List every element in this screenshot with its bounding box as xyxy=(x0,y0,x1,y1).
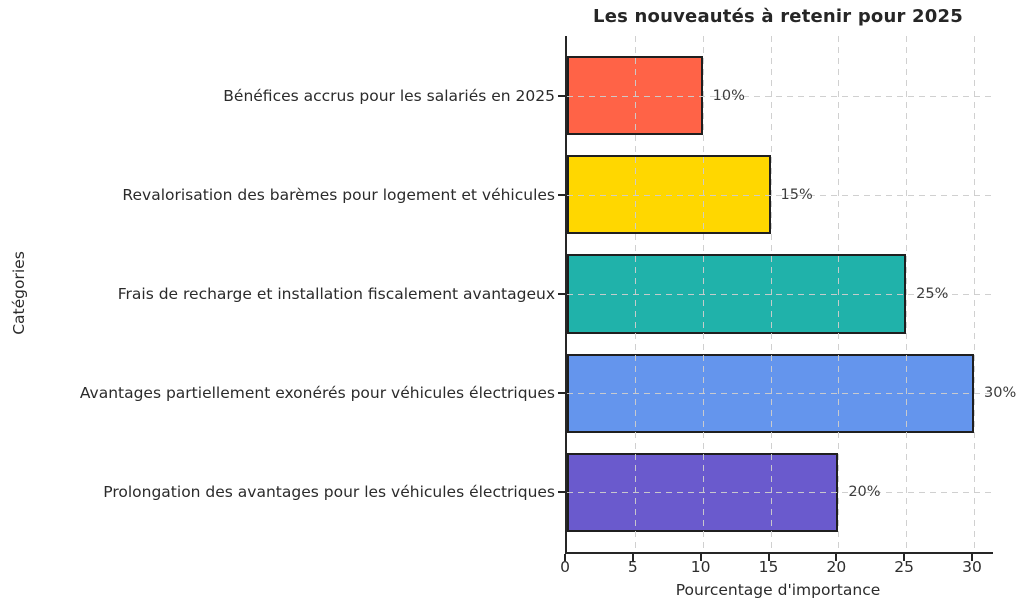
y-tick-mark xyxy=(558,392,565,395)
x-tick-label: 30 xyxy=(962,558,982,576)
bar xyxy=(567,155,771,235)
category-label: Revalorisation des barèmes pour logement… xyxy=(122,185,555,204)
x-tick-mark xyxy=(903,554,906,561)
x-tick-label: 5 xyxy=(627,558,638,576)
bar-value-label: 25% xyxy=(916,286,949,302)
x-tick-mark xyxy=(564,554,566,561)
category-label: Bénéfices accrus pour les salariés en 20… xyxy=(223,86,555,105)
plot-area: 10% 15% 25% 30% 20% xyxy=(565,36,1016,554)
bar-value-label: 20% xyxy=(848,484,881,501)
category-label: Frais de recharge et installation fiscal… xyxy=(117,285,555,303)
y-tick-mark xyxy=(558,293,565,295)
bar xyxy=(567,353,974,433)
category-label: Avantages partiellement exonérés pour vé… xyxy=(79,384,555,403)
x-tick-mark xyxy=(767,554,770,561)
x-tick-label: 25 xyxy=(894,558,915,576)
x-tick-label: 20 xyxy=(826,558,847,576)
bar xyxy=(567,452,839,533)
x-tick-label: 15 xyxy=(758,558,779,576)
y-tick-mark xyxy=(558,491,565,494)
x-tick-label: 0 xyxy=(560,558,570,576)
category-label: Prolongation des avantages pour les véhi… xyxy=(103,483,555,502)
x-tick-mark xyxy=(835,554,838,561)
x-tick-label: 10 xyxy=(690,558,711,576)
y-tick-mark xyxy=(558,193,565,196)
gridline-vertical xyxy=(906,36,908,552)
x-tick-mark xyxy=(631,554,634,561)
bar-value-label: 30% xyxy=(984,385,1017,402)
chart-title: Les nouveautés à retenir pour 2025 xyxy=(593,6,963,27)
y-tick-mark xyxy=(558,94,565,97)
gridline-vertical xyxy=(974,36,975,552)
x-tick-mark xyxy=(699,554,702,561)
x-tick-mark xyxy=(971,554,973,561)
bar xyxy=(567,254,907,334)
bar-value-label: 15% xyxy=(780,186,813,203)
x-axis-label: Pourcentage d'importance xyxy=(675,581,881,599)
bar-value-label: 10% xyxy=(712,87,745,104)
bar xyxy=(567,55,703,136)
